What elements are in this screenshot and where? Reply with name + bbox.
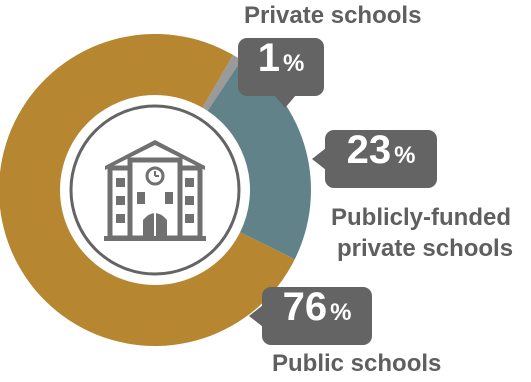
publicly-funded-label-line1: Publicly-funded (331, 204, 511, 231)
public-schools-value: 76 (282, 285, 328, 329)
publicly-funded-label-line2: private schools (337, 235, 514, 262)
public-schools-callout: 76% (262, 287, 372, 345)
private-schools-unit: % (282, 50, 305, 77)
publicly-funded-callout-tail (312, 148, 326, 170)
slice-private-schools (202, 54, 242, 111)
public-schools-label: Public schools (272, 350, 442, 377)
publicly-funded-value: 23 (346, 128, 392, 172)
private-schools-callout-tail (274, 95, 296, 108)
slice-public-schools (0, 34, 295, 346)
slice-publicly-funded-private-schools (207, 60, 312, 260)
public-schools-callout-tail (249, 305, 263, 327)
private-schools-label: Private schools (244, 2, 422, 29)
publicly-funded-unit: % (394, 142, 416, 169)
school-building-icon (104, 140, 206, 241)
private-schools-value: 1 (257, 36, 280, 80)
private-schools-callout: 1% (238, 38, 324, 96)
donut-slices (0, 34, 312, 346)
publicly-funded-callout: 23% (325, 130, 437, 188)
public-schools-unit: % (330, 299, 352, 326)
